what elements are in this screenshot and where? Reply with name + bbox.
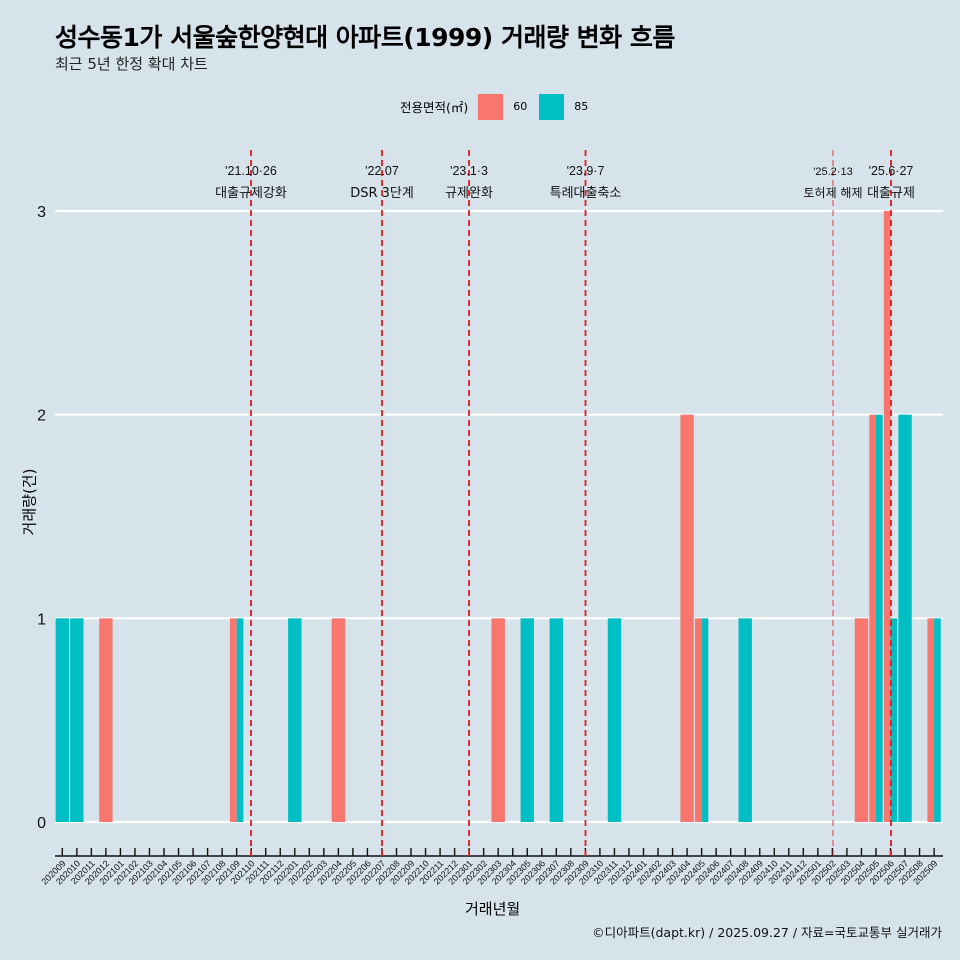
legend-title: 전용면적(㎡) xyxy=(400,100,469,115)
bar-60-202506 xyxy=(883,211,891,822)
y-tick-label: 1 xyxy=(37,611,46,628)
bar-60-202303 xyxy=(491,618,505,822)
annotation-label: 규제완화 xyxy=(445,186,493,201)
legend-label-60: 60 xyxy=(513,100,528,113)
annotation-date: '25.2·13 xyxy=(813,166,852,178)
annotation-label: DSR 3단계 xyxy=(350,186,414,201)
bar-85-202307 xyxy=(549,618,564,822)
legend-swatch-85 xyxy=(539,93,565,120)
bar-60-202109 xyxy=(229,618,237,822)
bar-85-202109 xyxy=(236,618,244,822)
y-axis-title: 거래량(건) xyxy=(20,468,39,536)
bar-85-202010 xyxy=(70,618,84,822)
chart-title: 성수동1가 서울숲한양현대 아파트(1999) 거래량 변화 흐름 xyxy=(55,23,675,52)
x-axis-title: 거래년월 xyxy=(465,900,521,918)
bar-60-202404 xyxy=(680,414,694,822)
bar-60-202204 xyxy=(331,618,346,822)
annotation-date: '22.07 xyxy=(365,164,399,178)
y-tick-label: 2 xyxy=(37,408,46,425)
annotation-label: 대출규제 xyxy=(867,186,915,201)
legend-swatch-60 xyxy=(478,93,504,120)
bar-60-202405 xyxy=(694,618,702,822)
bar-60-202509 xyxy=(927,618,935,822)
y-tick-label: 0 xyxy=(37,815,46,832)
bar-85-202505 xyxy=(875,414,883,822)
annotation-label: 토허제 해제 xyxy=(803,186,862,200)
bar-85-202201 xyxy=(288,618,302,822)
annotation-date: '23.1·3 xyxy=(450,164,488,178)
bar-85-202405 xyxy=(701,618,709,822)
legend-label-85: 85 xyxy=(574,100,589,113)
bar-60-202504 xyxy=(854,618,869,822)
y-tick-label: 3 xyxy=(37,204,46,221)
bar-85-202509 xyxy=(934,618,941,822)
bar-85-202311 xyxy=(607,618,622,822)
annotation-date: '21.10·26 xyxy=(225,164,277,178)
bar-85-202506 xyxy=(890,618,898,822)
bar-60-202012 xyxy=(99,618,113,822)
bar-85-202305 xyxy=(520,618,534,822)
bar-60-202505 xyxy=(869,414,876,822)
bar-85-202408 xyxy=(738,618,752,822)
source-caption: ©디아파트(dapt.kr) / 2025.09.27 / 자료=국토교통부 실… xyxy=(592,925,942,940)
legend: 전용면적(㎡) 60 85 xyxy=(400,93,600,120)
annotation-date: '23.9·7 xyxy=(567,164,605,178)
annotation-label: 특례대출축소 xyxy=(550,186,622,201)
bar-85-202009 xyxy=(55,618,69,822)
annotation-date: '25.6·27 xyxy=(869,164,914,178)
chart-subtitle: 최근 5년 한정 확대 차트 xyxy=(55,55,208,73)
annotation-label: 대출규제강화 xyxy=(215,186,287,201)
bar-85-202507 xyxy=(898,414,912,822)
